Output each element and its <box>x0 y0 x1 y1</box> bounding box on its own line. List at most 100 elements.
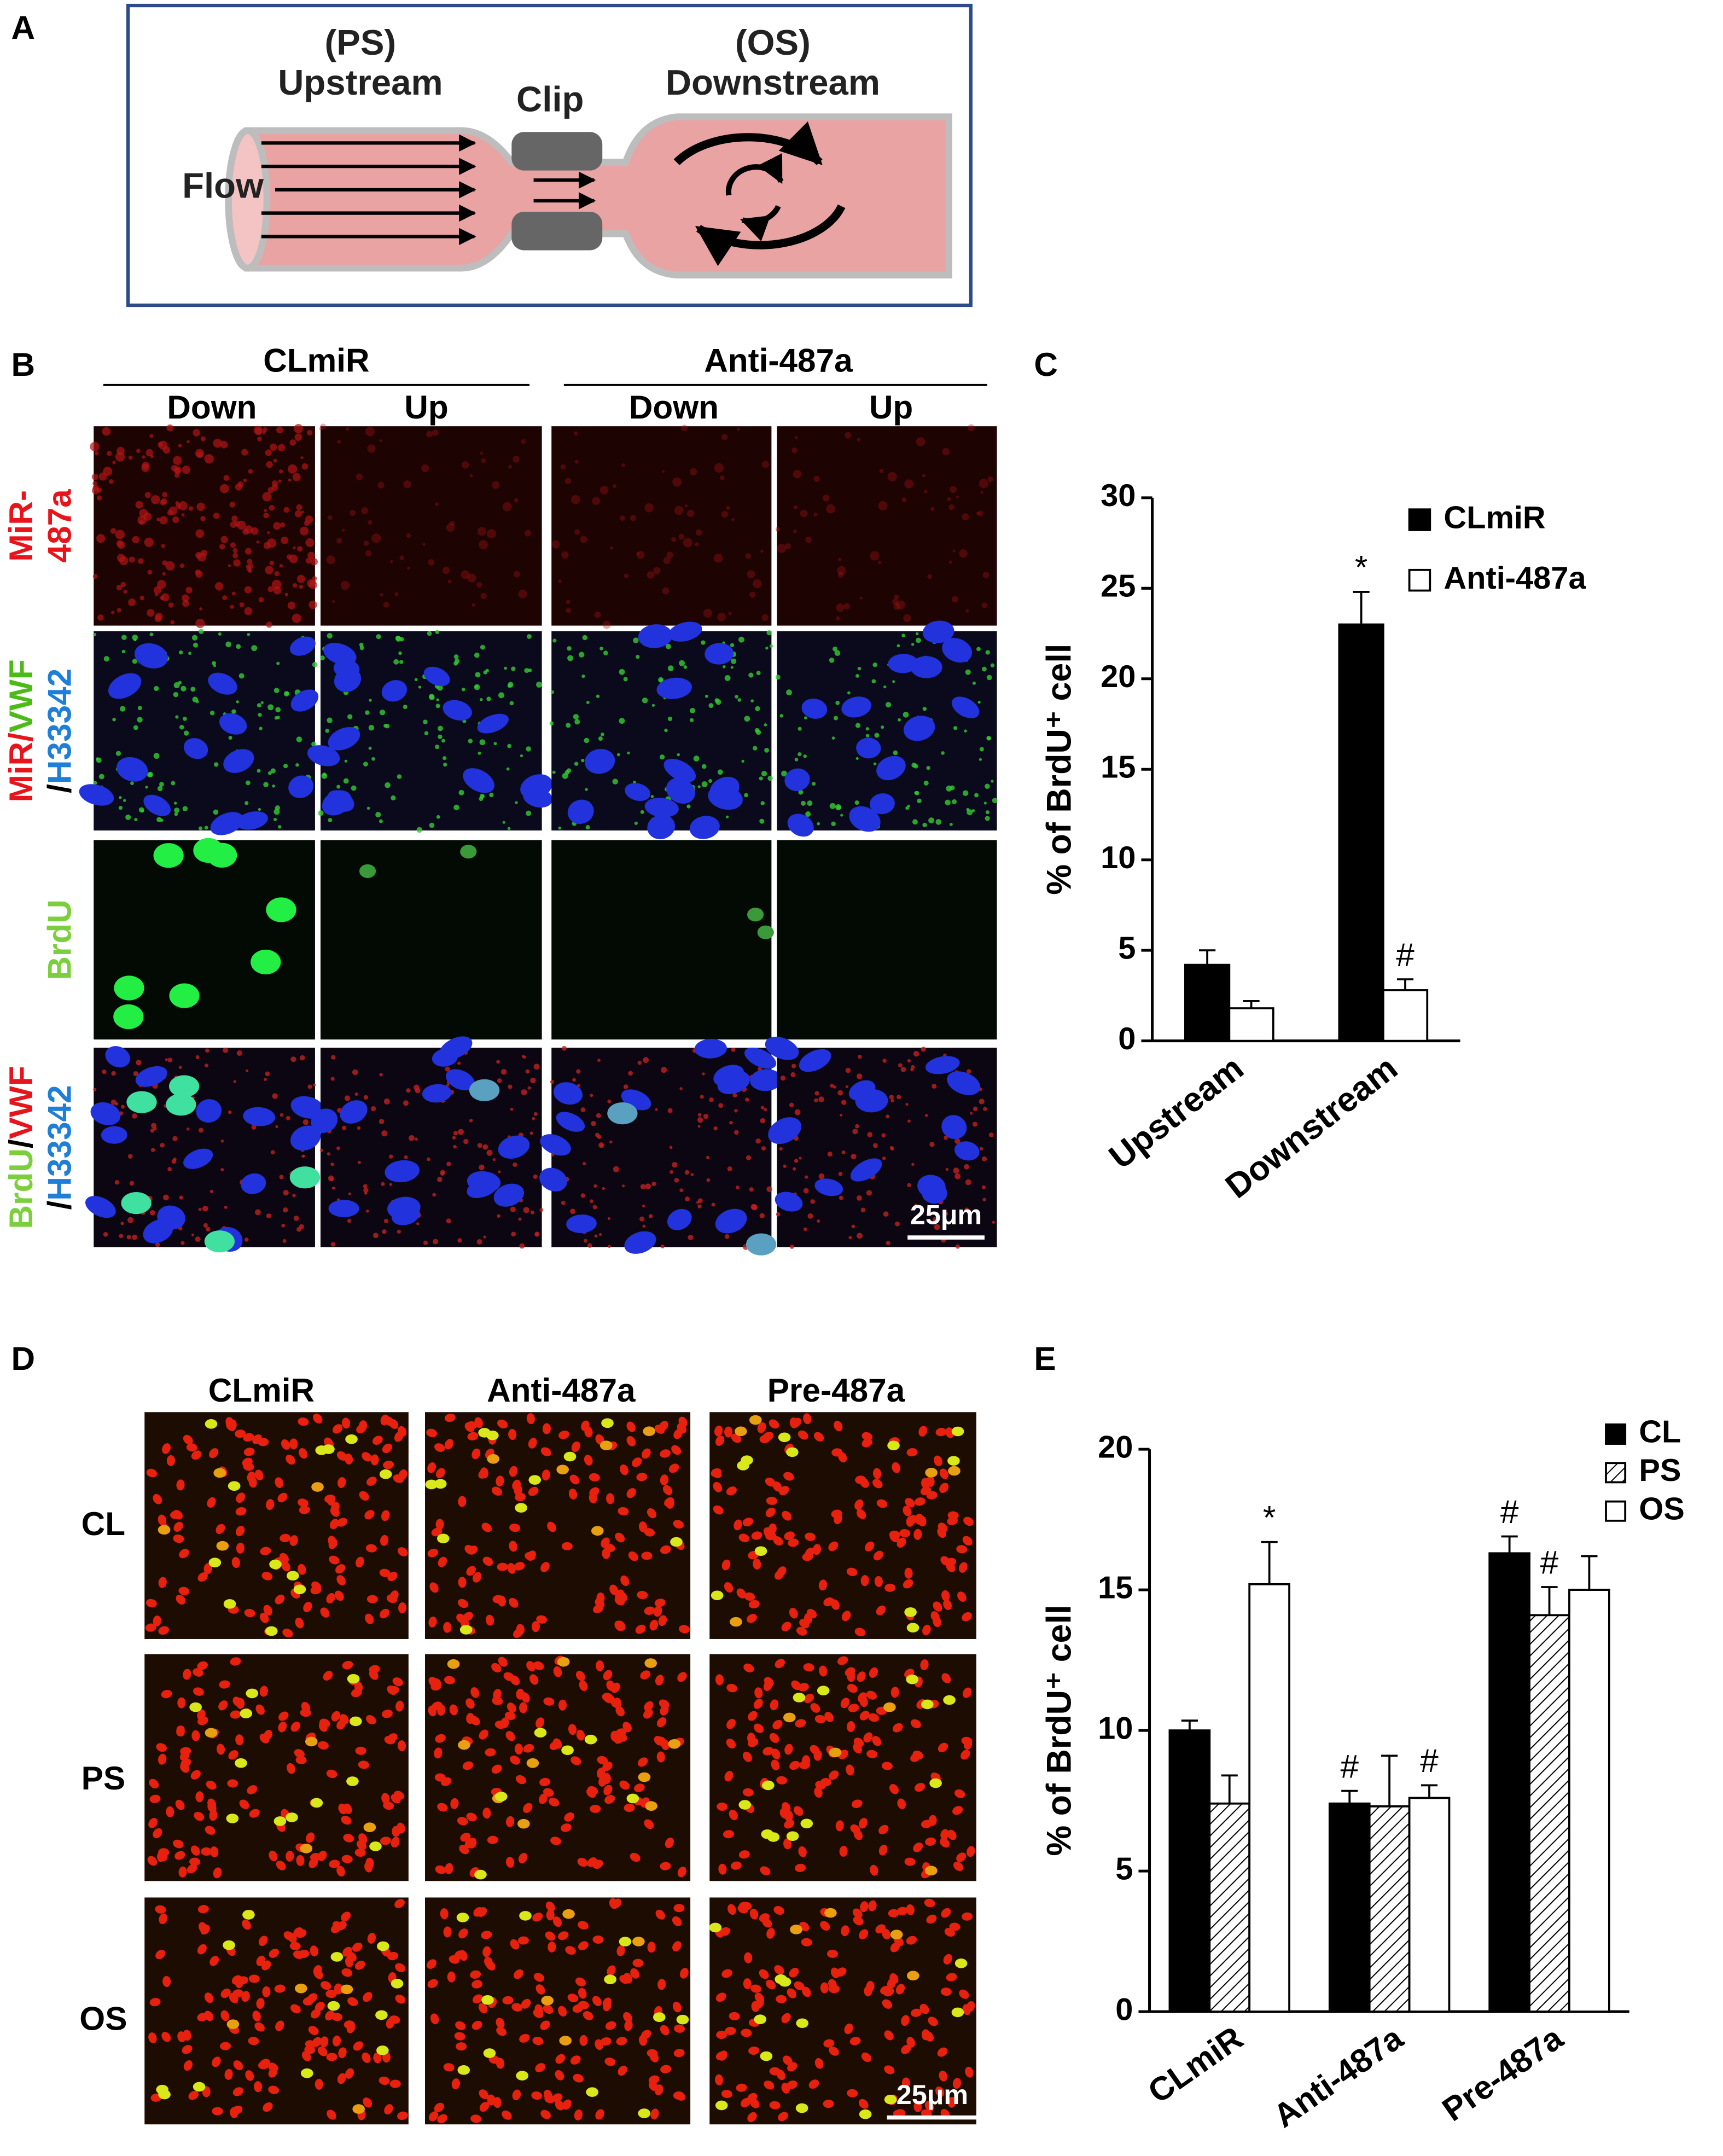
nucleus <box>153 1493 162 1504</box>
nucleus <box>775 1974 787 1984</box>
speckle <box>257 703 261 708</box>
speckle <box>681 425 688 432</box>
nucleus <box>555 2100 564 2111</box>
speckle <box>274 716 278 720</box>
speckle <box>766 630 772 636</box>
speckle <box>855 1124 859 1129</box>
nucleus <box>470 1687 480 1698</box>
speckle <box>982 1198 986 1201</box>
speckle <box>982 572 989 579</box>
speckle <box>149 434 154 438</box>
speckle <box>312 661 318 667</box>
nucleus <box>918 1426 927 1437</box>
speckle <box>533 1174 538 1179</box>
nucleus <box>193 1668 203 1677</box>
speckle <box>780 1076 786 1081</box>
speckle <box>273 817 277 821</box>
nucleus <box>235 1977 243 1989</box>
nucleus <box>236 1542 245 1554</box>
speckle <box>735 1185 740 1189</box>
nucleus <box>318 1741 329 1750</box>
speckle <box>777 544 787 553</box>
speckle <box>185 586 193 594</box>
nucleus <box>341 1911 351 1922</box>
nucleus <box>795 2103 808 2113</box>
nucleus <box>883 1702 896 1712</box>
bar <box>1248 1583 1290 2013</box>
speckle <box>154 685 159 691</box>
speckle <box>833 716 839 720</box>
speckle <box>294 433 302 441</box>
nucleus <box>477 1907 487 1917</box>
speckle <box>135 501 143 509</box>
speckle <box>472 603 475 607</box>
speckle <box>191 1233 195 1236</box>
speckle <box>292 613 301 623</box>
nucleus <box>773 1906 784 1915</box>
row-label-part: VWF <box>2 659 39 733</box>
nucleus <box>397 1547 408 1557</box>
speckle <box>406 1088 411 1093</box>
speckle <box>662 587 670 595</box>
speckle <box>477 527 487 536</box>
speckle <box>701 764 707 769</box>
nucleus <box>603 2000 612 2012</box>
nucleus <box>781 2013 791 2024</box>
speckle <box>467 573 476 583</box>
nucleus <box>523 1803 533 1813</box>
nucleus <box>231 2105 243 2114</box>
nucleus <box>437 1705 446 1716</box>
nucleus <box>256 1998 265 2009</box>
speckle <box>178 501 188 510</box>
nucleus <box>161 2031 171 2042</box>
nucleus <box>183 1669 191 1680</box>
speckle <box>793 505 798 509</box>
speckle <box>956 496 959 499</box>
nucleus <box>541 1996 554 2006</box>
speckle <box>985 650 990 655</box>
nucleus <box>765 1037 799 1060</box>
nucleus <box>747 1733 756 1744</box>
speckle <box>264 509 267 513</box>
nucleus <box>330 1952 344 1962</box>
nucleus <box>552 1916 562 1927</box>
nucleus <box>158 1848 170 1857</box>
speckle <box>244 607 253 615</box>
speckle <box>761 614 769 621</box>
speckle <box>270 1150 275 1155</box>
nucleus <box>514 1744 523 1755</box>
nucleus <box>121 1192 152 1214</box>
legend-label: Anti-487a <box>1443 561 1586 596</box>
speckle <box>199 1128 203 1133</box>
nucleus <box>744 1592 755 1601</box>
speckle <box>443 756 447 760</box>
speckle <box>798 789 804 795</box>
speckle <box>381 1130 388 1137</box>
nucleus <box>747 2093 758 2102</box>
speckle <box>311 741 317 747</box>
nucleus <box>558 2006 567 2017</box>
nucleus <box>583 2011 593 2020</box>
nucleus <box>545 1931 556 1941</box>
nucleus <box>644 1701 654 1711</box>
nucleus <box>549 1798 560 1807</box>
nucleus <box>926 1914 937 1924</box>
micrograph <box>777 840 997 1040</box>
speckle <box>330 1077 335 1081</box>
speckle <box>720 475 725 480</box>
y-tick-label: 0 <box>1118 1021 1136 1056</box>
nucleus <box>705 643 734 665</box>
speckle <box>755 729 761 735</box>
speckle <box>332 600 335 603</box>
speckle <box>726 815 729 818</box>
nucleus <box>858 2099 869 2109</box>
micrograph <box>319 423 542 626</box>
speckle <box>851 1154 857 1160</box>
speckle <box>724 1234 730 1239</box>
nucleus <box>260 1547 271 1555</box>
nucleus <box>753 1699 763 1709</box>
speckle <box>767 775 773 781</box>
nucleus <box>837 1656 848 1665</box>
speckle <box>886 1240 890 1246</box>
speckle <box>729 1120 733 1125</box>
